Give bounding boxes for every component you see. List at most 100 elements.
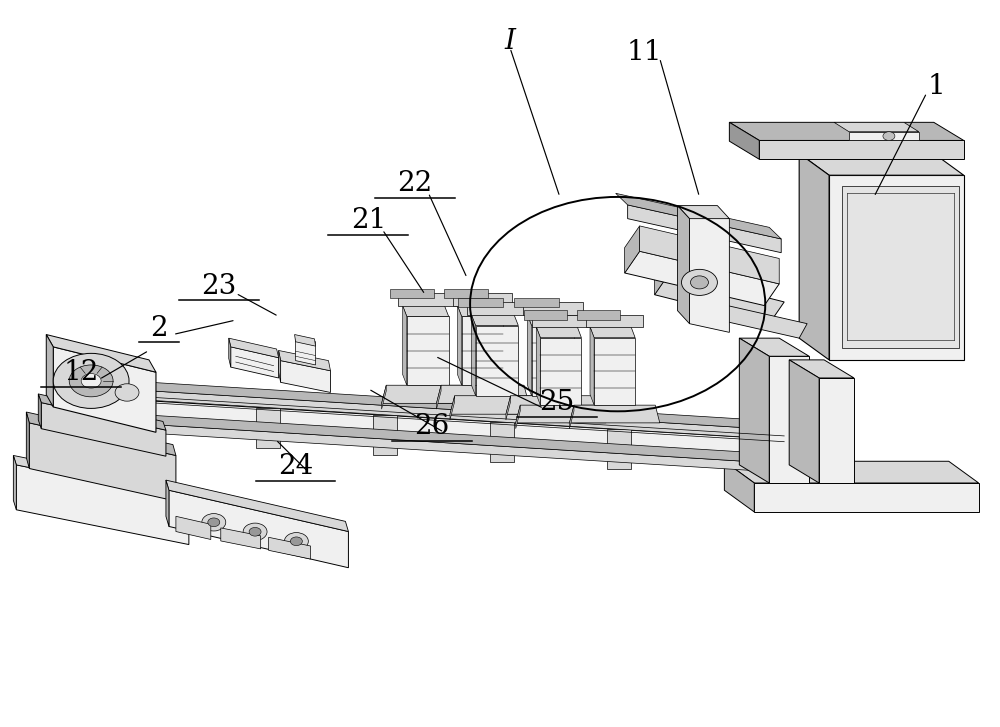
Polygon shape bbox=[527, 315, 574, 326]
Polygon shape bbox=[229, 338, 231, 367]
Polygon shape bbox=[678, 206, 729, 219]
Circle shape bbox=[681, 269, 717, 295]
Polygon shape bbox=[516, 405, 520, 429]
Text: 11: 11 bbox=[627, 39, 662, 65]
Text: I: I bbox=[504, 28, 515, 55]
Polygon shape bbox=[625, 252, 779, 305]
Polygon shape bbox=[532, 326, 574, 395]
Polygon shape bbox=[527, 315, 532, 395]
Polygon shape bbox=[689, 210, 729, 332]
Polygon shape bbox=[829, 175, 964, 360]
Polygon shape bbox=[516, 405, 606, 423]
Polygon shape bbox=[739, 338, 769, 483]
Polygon shape bbox=[279, 350, 330, 371]
Polygon shape bbox=[640, 226, 779, 284]
Polygon shape bbox=[104, 379, 784, 430]
Polygon shape bbox=[166, 480, 348, 531]
Polygon shape bbox=[436, 385, 529, 403]
Polygon shape bbox=[849, 132, 919, 140]
Polygon shape bbox=[81, 391, 96, 429]
Polygon shape bbox=[457, 305, 503, 316]
Polygon shape bbox=[279, 350, 281, 382]
Polygon shape bbox=[739, 338, 809, 356]
Polygon shape bbox=[590, 327, 635, 338]
Circle shape bbox=[208, 518, 220, 526]
Polygon shape bbox=[471, 315, 518, 326]
Polygon shape bbox=[789, 360, 819, 483]
Polygon shape bbox=[29, 423, 176, 501]
Polygon shape bbox=[166, 480, 169, 526]
Polygon shape bbox=[754, 483, 979, 512]
Polygon shape bbox=[769, 356, 809, 483]
Polygon shape bbox=[403, 305, 449, 316]
Polygon shape bbox=[453, 293, 512, 305]
Polygon shape bbox=[506, 395, 600, 414]
Polygon shape bbox=[231, 347, 279, 378]
Text: 22: 22 bbox=[398, 170, 433, 198]
Polygon shape bbox=[13, 456, 189, 499]
Polygon shape bbox=[590, 327, 594, 405]
Circle shape bbox=[690, 276, 708, 289]
Polygon shape bbox=[476, 326, 518, 395]
Polygon shape bbox=[26, 412, 29, 468]
Polygon shape bbox=[390, 289, 434, 298]
Polygon shape bbox=[586, 315, 643, 327]
Polygon shape bbox=[38, 394, 41, 429]
Circle shape bbox=[81, 374, 101, 388]
Polygon shape bbox=[759, 140, 964, 159]
Polygon shape bbox=[407, 316, 449, 385]
Polygon shape bbox=[96, 416, 784, 470]
Polygon shape bbox=[458, 298, 503, 308]
Polygon shape bbox=[101, 422, 779, 472]
Polygon shape bbox=[53, 347, 156, 433]
Polygon shape bbox=[457, 305, 462, 385]
Polygon shape bbox=[373, 415, 397, 455]
Polygon shape bbox=[536, 327, 540, 405]
Text: 1: 1 bbox=[928, 73, 946, 100]
Polygon shape bbox=[724, 461, 979, 483]
Polygon shape bbox=[729, 122, 759, 159]
Polygon shape bbox=[281, 361, 330, 393]
Polygon shape bbox=[655, 273, 784, 324]
Polygon shape bbox=[628, 205, 781, 253]
Polygon shape bbox=[176, 516, 211, 539]
Polygon shape bbox=[403, 305, 407, 385]
Polygon shape bbox=[789, 360, 854, 378]
Polygon shape bbox=[16, 465, 189, 545]
Circle shape bbox=[53, 353, 129, 409]
Text: 21: 21 bbox=[351, 207, 386, 234]
Text: 12: 12 bbox=[63, 359, 99, 387]
Circle shape bbox=[249, 527, 261, 536]
Polygon shape bbox=[471, 315, 476, 395]
Polygon shape bbox=[577, 310, 620, 320]
Circle shape bbox=[290, 537, 302, 546]
Circle shape bbox=[115, 384, 139, 401]
Polygon shape bbox=[295, 334, 316, 346]
Polygon shape bbox=[490, 422, 514, 462]
Polygon shape bbox=[99, 412, 779, 463]
Polygon shape bbox=[678, 206, 689, 324]
Polygon shape bbox=[269, 537, 311, 559]
Polygon shape bbox=[46, 334, 156, 372]
Polygon shape bbox=[296, 337, 316, 365]
Polygon shape bbox=[536, 327, 581, 338]
Text: 2: 2 bbox=[150, 315, 168, 342]
Polygon shape bbox=[46, 334, 53, 407]
Polygon shape bbox=[616, 193, 781, 239]
Polygon shape bbox=[724, 461, 754, 512]
Circle shape bbox=[69, 365, 113, 397]
Polygon shape bbox=[842, 186, 959, 348]
Polygon shape bbox=[41, 403, 166, 457]
Polygon shape bbox=[655, 266, 670, 294]
Polygon shape bbox=[450, 395, 544, 414]
Polygon shape bbox=[569, 405, 574, 429]
Text: 26: 26 bbox=[415, 413, 450, 440]
Polygon shape bbox=[38, 394, 166, 430]
Polygon shape bbox=[569, 405, 660, 423]
Text: 23: 23 bbox=[201, 273, 236, 300]
Polygon shape bbox=[540, 338, 581, 405]
Polygon shape bbox=[819, 378, 854, 483]
Text: 24: 24 bbox=[278, 453, 313, 480]
Polygon shape bbox=[106, 388, 784, 440]
Polygon shape bbox=[382, 385, 474, 403]
